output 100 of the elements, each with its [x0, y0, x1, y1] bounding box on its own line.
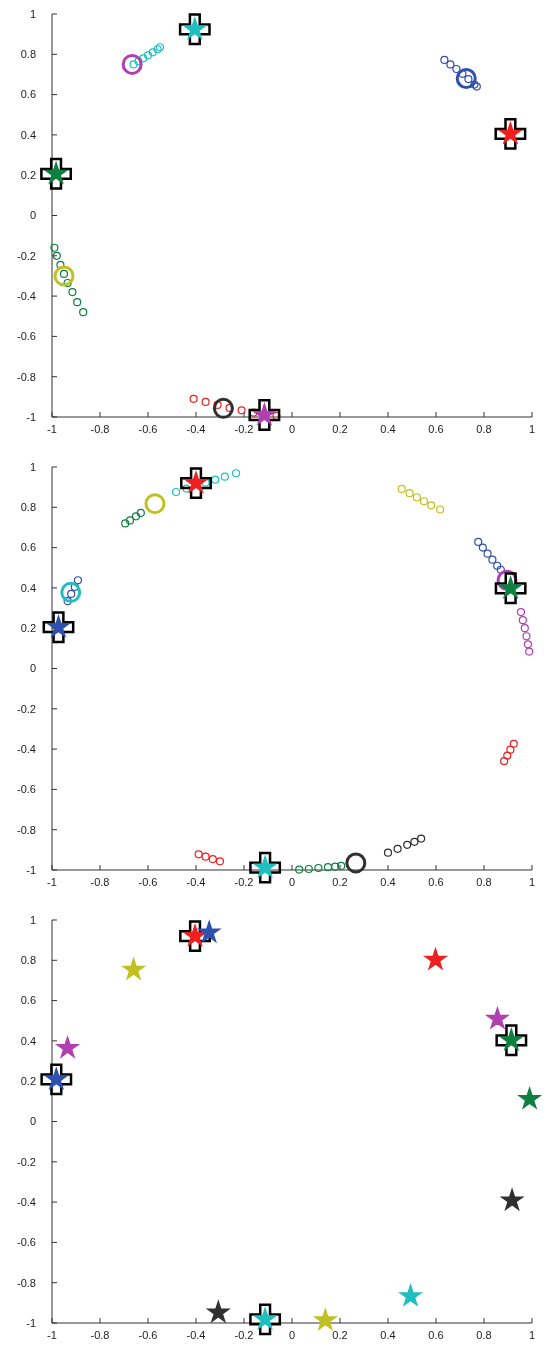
- y-tick-label: 0.8: [20, 501, 36, 514]
- x-tick-label: 0: [288, 423, 296, 435]
- point: [486, 1007, 509, 1029]
- point: [474, 537, 483, 547]
- x-tick-label: 1: [528, 423, 536, 435]
- point: [56, 1036, 79, 1058]
- y-tick-label: 1: [29, 7, 36, 20]
- point: [488, 555, 497, 564]
- x-tick-label: -0.8: [90, 1329, 110, 1341]
- y-tick-label: -0.4: [17, 1195, 36, 1208]
- point: [516, 607, 526, 617]
- x-tick-label: 0.8: [476, 876, 492, 888]
- y-tick-label: -1: [26, 410, 36, 423]
- x-tick-label: 0.4: [380, 1329, 396, 1341]
- point: [503, 751, 512, 760]
- point: [207, 1301, 230, 1322]
- x-tick-label: -0.4: [186, 1329, 206, 1341]
- point: [523, 640, 533, 649]
- point: [383, 848, 393, 857]
- point: [410, 837, 419, 846]
- point: [237, 406, 246, 415]
- point: [40, 1063, 73, 1096]
- point: [63, 597, 72, 606]
- y-tick-label: -0.4: [17, 742, 36, 755]
- x-tick-label: 0.4: [380, 876, 396, 888]
- point: [518, 616, 527, 625]
- y-tick-label: 0.4: [20, 1034, 36, 1047]
- point: [446, 60, 455, 69]
- point: [40, 157, 73, 190]
- y-tick-label: -0.2: [17, 702, 36, 715]
- x-tick-label: -0.8: [90, 876, 110, 888]
- point: [509, 739, 518, 748]
- x-tick-label: -1: [47, 423, 57, 435]
- point: [125, 516, 135, 525]
- point: [427, 501, 436, 510]
- y-tick-label: 0.2: [20, 1075, 36, 1088]
- point: [501, 1188, 524, 1210]
- point: [131, 512, 141, 521]
- point: [50, 243, 59, 252]
- point: [495, 1024, 528, 1057]
- y-tick-label: -0.2: [17, 1155, 36, 1168]
- point: [139, 54, 148, 63]
- point: [393, 844, 402, 853]
- x-tick-label: -1: [47, 1329, 57, 1341]
- y-tick-label: 1: [29, 913, 36, 926]
- x-tick-label: 0.4: [380, 423, 396, 435]
- x-tick-label: 0.2: [332, 876, 348, 888]
- point: [134, 57, 143, 66]
- point: [171, 487, 181, 497]
- point: [136, 508, 145, 518]
- point: [419, 497, 429, 506]
- y-tick-label: 0.8: [20, 48, 36, 61]
- x-tick-label: -0.6: [138, 423, 158, 435]
- point: [522, 632, 531, 641]
- point: [295, 865, 304, 874]
- point: [314, 1308, 337, 1330]
- y-tick-label: 1: [29, 460, 36, 473]
- point: [63, 278, 72, 288]
- y-tick-label: 0.2: [20, 169, 36, 182]
- point: [179, 920, 211, 953]
- point: [231, 469, 241, 478]
- y-tick-label: -1: [26, 1316, 36, 1329]
- point: [79, 308, 88, 317]
- point: [525, 647, 534, 656]
- point: [73, 298, 82, 307]
- point: [506, 745, 515, 754]
- point: [440, 55, 449, 65]
- point: [520, 624, 529, 633]
- point: [208, 855, 217, 864]
- point: [304, 864, 313, 874]
- point: [180, 467, 212, 500]
- y-tick-label: -0.8: [17, 370, 36, 383]
- x-tick-label: -0.6: [138, 876, 158, 888]
- point: [220, 472, 229, 481]
- y-tick-label: -1: [26, 863, 36, 876]
- point: [478, 543, 487, 552]
- y-tick-label: 0.6: [20, 541, 36, 554]
- point: [201, 852, 210, 861]
- point: [397, 484, 406, 494]
- point: [155, 43, 165, 52]
- point: [153, 45, 162, 54]
- point: [178, 13, 211, 46]
- x-tick-label: 0.8: [476, 1329, 492, 1341]
- point: [73, 576, 83, 585]
- y-tick-label: -0.6: [17, 783, 36, 796]
- point: [331, 862, 340, 871]
- point: [314, 863, 323, 873]
- point: [189, 394, 198, 403]
- x-tick-label: -0.4: [186, 876, 206, 888]
- x-tick-label: -0.6: [138, 1329, 158, 1341]
- point: [52, 251, 61, 260]
- point: [323, 863, 333, 872]
- x-tick-label: 0.8: [476, 423, 492, 435]
- x-tick-label: 0.6: [428, 423, 444, 435]
- point: [405, 489, 414, 498]
- y-tick-label: 0.8: [20, 954, 36, 967]
- point: [121, 519, 130, 528]
- point: [148, 48, 157, 57]
- y-tick-label: -0.8: [17, 1276, 36, 1289]
- point: [143, 51, 153, 60]
